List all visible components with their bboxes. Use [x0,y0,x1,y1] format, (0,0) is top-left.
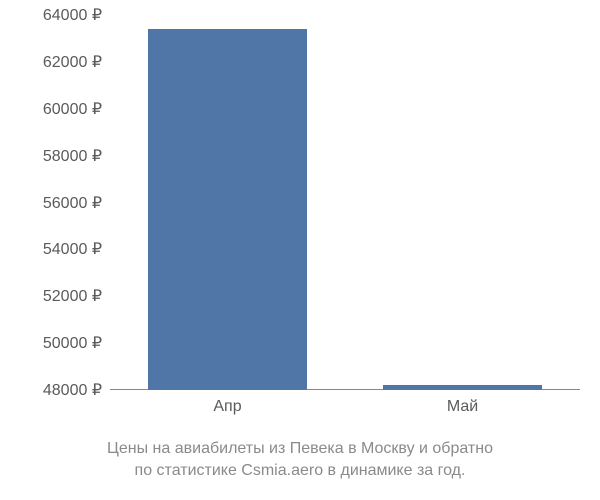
y-tick-label: 62000 ₽ [43,52,102,72]
x-tick-label: Май [447,398,478,416]
plot-area [110,15,580,390]
y-tick-label: 64000 ₽ [43,5,102,25]
y-tick-label: 52000 ₽ [43,286,102,306]
y-tick-label: 56000 ₽ [43,193,102,213]
y-tick-label: 54000 ₽ [43,239,102,259]
price-bar-chart: Цены на авиабилеты из Певека в Москву и … [0,0,600,500]
caption-line-2: по статистике Csmia.aero в динамике за г… [20,460,580,482]
y-tick-label: 48000 ₽ [43,380,102,400]
x-tick-label: Апр [213,398,241,416]
y-tick-label: 58000 ₽ [43,146,102,166]
chart-caption: Цены на авиабилеты из Певека в Москву и … [0,438,600,481]
y-tick-label: 50000 ₽ [43,333,102,353]
bar [383,385,543,390]
bar [148,29,308,390]
caption-line-1: Цены на авиабилеты из Певека в Москву и … [20,438,580,460]
y-tick-label: 60000 ₽ [43,99,102,119]
